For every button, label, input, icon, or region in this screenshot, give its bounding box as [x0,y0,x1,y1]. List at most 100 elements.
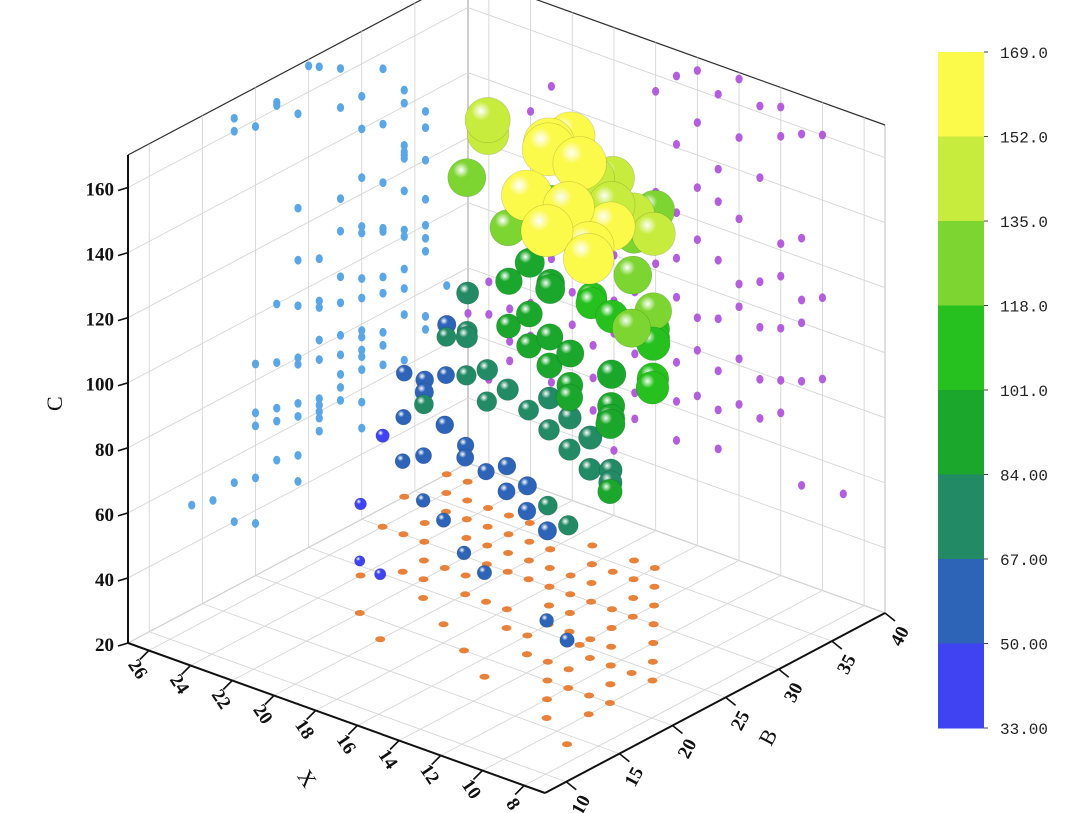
bubble-point [537,521,558,541]
axis-tick [117,512,129,517]
axis-tick [117,381,129,387]
floor-projection-point [481,598,492,605]
yz-projection-point [188,500,196,510]
floor-projection-point [503,512,514,519]
yz-projection-point [315,426,323,436]
xz-projection-point [714,89,722,99]
xz-projection-point [506,356,514,366]
xz-projection-point [485,277,493,287]
floor-projection-point [523,557,534,564]
xz-projection-point [818,293,827,303]
bubble-point [517,501,537,521]
bubble-point [477,462,495,481]
b-tick-label: 20 [674,736,701,763]
xz-projection-point [714,314,722,324]
xz-projection-point [672,253,681,263]
colorbar-label: 84.00 [1000,468,1048,486]
floor-projection-point [524,538,535,545]
yz-projection-point [230,478,238,488]
floor-projection-point [418,576,429,583]
floor-projection-point [605,662,616,669]
yz-projection-point [294,398,302,408]
floor-projection-point [482,523,493,530]
yz-projection-point [273,403,281,413]
xz-projection-point [798,481,806,490]
xz-projection-point [714,444,722,454]
xz-projection-point [568,287,576,297]
bubble-point [456,545,472,561]
yz-projection-point [379,178,387,188]
b-tick-label: 25 [727,707,754,734]
xz-projection-point [756,173,764,183]
floor-gridline-b [308,546,726,698]
bubble-point [496,378,519,401]
yz-projection-point [400,284,408,293]
bubble-point [555,383,584,412]
yz-projection-point [273,299,281,309]
axis-tick [117,447,129,452]
yz-projection-point [400,85,408,95]
yz-projection-point [251,122,260,131]
xz-projection-point [839,489,847,499]
axis-tick [389,739,400,751]
yz-projection-point [294,203,302,213]
xz-projection-point [777,408,785,418]
floor-projection-point [605,681,616,688]
top-back-edge [127,0,423,156]
x-tick-label: 10 [457,776,485,803]
yz-projection-point [421,324,430,334]
xz-back-wall [127,0,469,644]
x-tick-label: 14 [374,746,402,774]
wall-gridline-c [467,397,886,549]
yz-projection-point [294,255,302,265]
xz-projection-point [631,349,639,359]
floor-projection-point [648,621,659,628]
axis-tick [431,754,442,766]
xz-projection-point [672,357,681,367]
axis-tick [222,679,233,691]
xz-projection-point [777,102,785,112]
xz-projection-point [547,377,556,387]
floor-projection-point [562,741,573,748]
axis-tick [725,696,737,706]
bubble-point [517,476,537,496]
yz-projection-point [336,395,345,405]
bubble-point [538,418,560,441]
axis-tick [264,694,275,706]
yz-projection-point [336,194,345,204]
xz-projection-point [568,320,576,330]
axis-tick [778,668,790,678]
xz-projection-point [798,129,806,139]
x-tick-label: 20 [248,701,276,728]
yz-projection-point [358,173,366,183]
bubble-point [578,457,602,481]
floor-projection-point [419,538,430,545]
floor-projection-point [604,700,615,706]
xz-projection-point [756,374,764,384]
floor-projection-point [544,565,555,571]
colorbar-segment [938,52,984,137]
floor-projection-point [439,565,450,571]
xz-projection-point [777,131,785,141]
floor-projection-point [563,666,574,673]
floor-projection-point [460,572,471,579]
xz-projection-point [693,118,701,127]
yz-projection-point [358,228,366,238]
floor-projection-point [501,606,512,613]
colorbar-label: 135.0 [1000,214,1048,232]
floor-projection-point [574,641,585,648]
bubble-point [497,482,516,501]
xz-projection-point [798,376,806,386]
bubble-point [413,394,434,415]
yz-projection-point [358,222,366,231]
floor-projection-point [541,715,552,721]
c-tick-label: 60 [95,505,114,526]
xz-projection-point [714,405,722,415]
floor-projection-point [521,651,532,658]
floor-projection-point [542,677,553,684]
bubble-point [497,456,517,476]
floor-gridline-x [398,560,740,741]
colorbar-segment [938,474,984,560]
yz-projection-point [443,281,451,290]
xz-projection-point [693,183,701,193]
